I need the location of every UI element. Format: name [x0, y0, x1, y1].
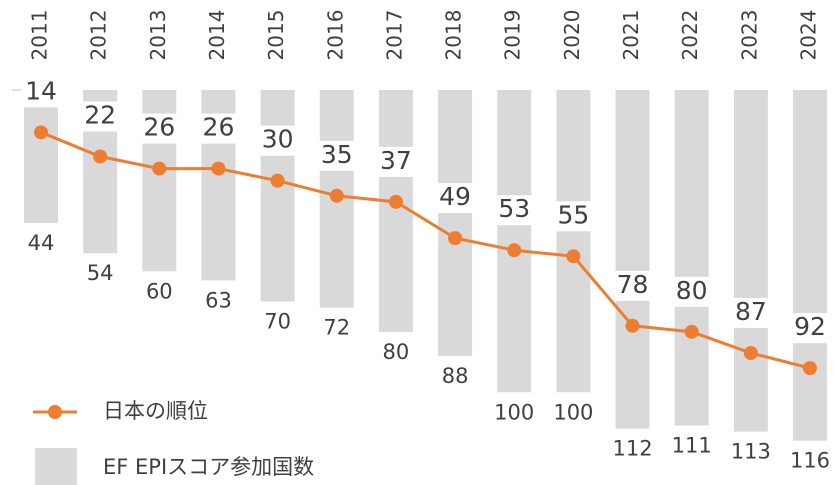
bar — [438, 90, 473, 357]
bar-value-label: 116 — [790, 449, 830, 473]
line-value-label: 53 — [498, 194, 530, 223]
bar-value-label: 60 — [146, 279, 173, 303]
bar-value-label: 100 — [494, 400, 534, 424]
bar — [674, 90, 709, 426]
label-bg — [257, 125, 298, 156]
bar — [733, 90, 768, 432]
bar — [24, 90, 58, 224]
bar-value-label: 100 — [553, 400, 593, 424]
x-tick-label: 2014 — [205, 10, 229, 61]
bar-value-label: 113 — [731, 440, 771, 464]
point — [803, 361, 817, 376]
bar-value-label: 112 — [612, 437, 652, 461]
point — [34, 125, 48, 140]
point — [93, 149, 108, 164]
line — [40, 130, 811, 370]
label-bg — [671, 276, 712, 307]
label-bg — [730, 298, 771, 329]
bar-value-label: 88 — [442, 364, 469, 388]
line-value-label: 87 — [735, 297, 767, 326]
bar-value-label: 44 — [28, 231, 55, 255]
x-tick-label: 2020 — [560, 10, 584, 61]
bar — [556, 90, 591, 393]
point — [329, 188, 344, 203]
bar-value-label: 72 — [323, 316, 350, 340]
line-value-label: 80 — [676, 276, 708, 305]
x-tick-label: 2019 — [501, 10, 525, 61]
line-value-label: 30 — [262, 125, 294, 154]
bar-value-label: 63 — [205, 288, 232, 312]
label-bg — [198, 113, 239, 144]
bar — [793, 90, 827, 441]
x-tick-label: 2024 — [797, 10, 821, 61]
point — [566, 249, 581, 264]
point — [684, 324, 699, 339]
legend-swatch — [35, 448, 77, 485]
x-tick-label: 2023 — [737, 10, 761, 61]
line-value-label: 92 — [794, 312, 826, 341]
label-bg — [790, 313, 830, 344]
label-bg — [316, 140, 357, 171]
line-value-label: 37 — [380, 146, 412, 175]
bar — [497, 90, 532, 393]
line-value-label: 49 — [439, 182, 471, 211]
label-bg — [553, 201, 594, 232]
label-bg — [80, 101, 121, 132]
bar-value-label: 54 — [87, 261, 114, 285]
line-value-label: 14 — [25, 76, 57, 105]
bar-value-label: 80 — [383, 340, 410, 364]
line-value-label: 26 — [203, 113, 235, 142]
point — [152, 161, 167, 176]
label-bg — [435, 183, 476, 214]
point — [211, 161, 226, 176]
bar-value-label: 111 — [672, 434, 712, 458]
line-value-label: 35 — [321, 140, 353, 169]
line-value-label: 22 — [84, 101, 116, 130]
x-tick-label: 2015 — [264, 10, 288, 61]
x-tick-label: 2013 — [146, 10, 170, 61]
x-tick-label: 2018 — [442, 10, 466, 61]
x-tick-label: 2016 — [323, 10, 347, 61]
x-tick-label: 2012 — [87, 10, 111, 61]
x-tick-label: 2022 — [678, 10, 702, 61]
legend-swatch — [48, 405, 62, 419]
bar — [378, 90, 413, 332]
legend-label: EF EPIスコア参加国数 — [103, 455, 314, 479]
point — [448, 231, 463, 246]
label-bg — [612, 270, 653, 301]
point — [270, 173, 285, 188]
point — [507, 243, 522, 258]
bar — [260, 90, 295, 302]
label-bg — [494, 195, 535, 226]
line-value-label: 26 — [143, 113, 175, 142]
point — [388, 194, 403, 209]
point — [625, 318, 640, 333]
label-bg — [139, 113, 180, 144]
bar-value-label: 70 — [264, 310, 291, 334]
x-tick-label: 2017 — [382, 10, 406, 61]
bar — [615, 90, 650, 429]
point — [743, 346, 758, 361]
legend-label: 日本の順位 — [103, 399, 208, 423]
label-bg — [375, 146, 416, 177]
x-tick-label: 2021 — [619, 10, 643, 61]
line-value-label: 78 — [617, 270, 649, 299]
line-value-label: 55 — [557, 200, 589, 229]
label-bg — [21, 77, 61, 108]
x-tick-label: 2011 — [28, 10, 52, 61]
